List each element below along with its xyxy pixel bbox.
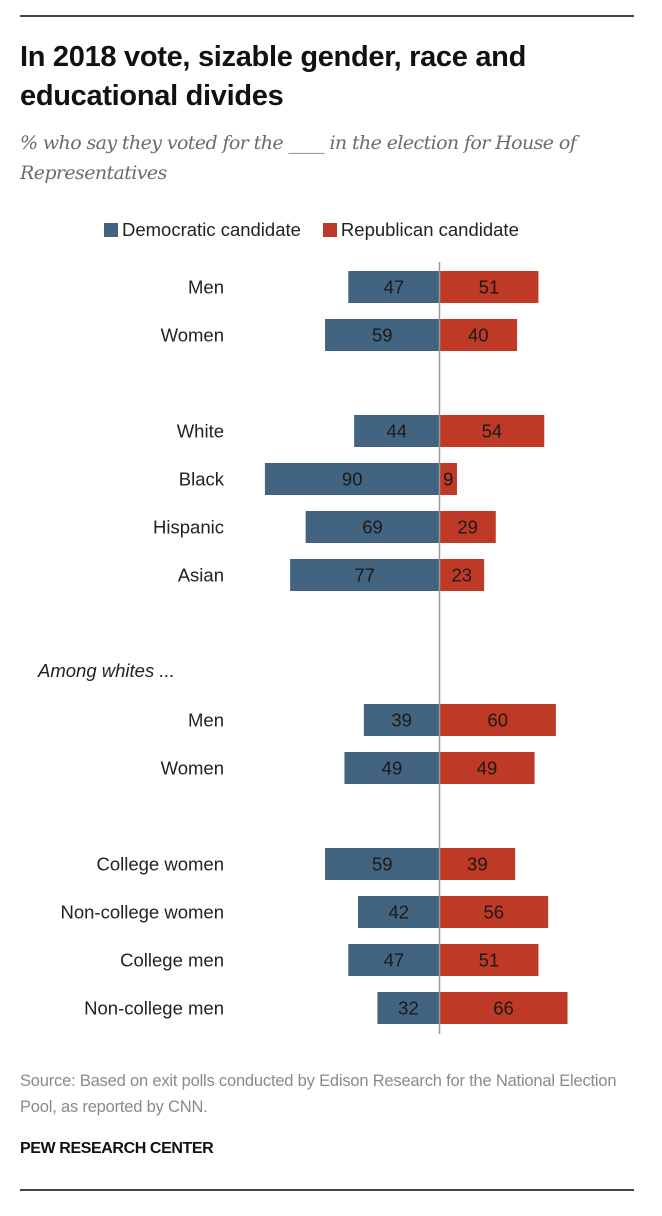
bar-republican [439, 752, 535, 784]
bar-republican [439, 896, 549, 928]
category-label: Non-college men [84, 998, 224, 1019]
chart-title: In 2018 vote, sizable gender, race and e… [20, 41, 526, 112]
legend-item-democratic: Democratic candidate [104, 219, 301, 241]
bar-democratic [348, 271, 440, 303]
bar-democratic [358, 896, 440, 928]
value-label-democratic: 42 [388, 902, 409, 923]
value-label-democratic: 47 [384, 277, 405, 298]
category-label: Men [188, 710, 224, 731]
legend-item-republican: Republican candidate [322, 219, 519, 241]
bar-republican [439, 271, 539, 303]
value-label-republican: 39 [467, 854, 488, 875]
bar-republican [439, 319, 518, 351]
legend: Democratic candidate Republican candidat… [104, 219, 541, 241]
category-label: College men [120, 950, 224, 971]
chart-subtitle: % who say they voted for the ____ in the… [20, 132, 577, 184]
legend-swatch-republican [322, 223, 337, 237]
category-label: Asian [178, 565, 224, 586]
category-label: Hispanic [153, 517, 224, 538]
value-label-republican: 9 [443, 469, 453, 490]
value-label-democratic: 77 [355, 565, 376, 586]
category-label: Women [161, 758, 224, 779]
bar-democratic [264, 463, 440, 495]
value-label-republican: 51 [479, 277, 500, 298]
value-label-republican: 51 [479, 950, 500, 971]
value-label-republican: 23 [452, 565, 473, 586]
legend-label-democratic: Democratic candidate [122, 219, 301, 240]
value-label-republican: 66 [493, 998, 514, 1019]
bar-democratic [377, 992, 440, 1024]
value-label-democratic: 32 [398, 998, 419, 1019]
bar-republican [439, 944, 539, 976]
category-label: College women [96, 854, 224, 875]
value-label-republican: 49 [477, 758, 498, 779]
bottom-rule [20, 1189, 634, 1191]
bar-democratic [290, 559, 440, 591]
category-label: Women [161, 325, 224, 346]
category-label: White [177, 421, 224, 442]
value-label-democratic: 39 [391, 710, 412, 731]
value-label-democratic: 90 [342, 469, 363, 490]
legend-swatch-democratic [104, 223, 118, 237]
category-label: Non-college women [60, 902, 224, 923]
bar-democratic [325, 848, 440, 880]
bar-republican [439, 415, 545, 447]
source-note: Source: Based on exit polls conducted by… [20, 1072, 617, 1116]
value-label-democratic: 47 [384, 950, 405, 971]
bar-democratic [325, 319, 440, 351]
bar-republican [439, 559, 485, 591]
value-label-democratic: 59 [372, 325, 393, 346]
bar-democratic [348, 944, 440, 976]
top-rule [20, 15, 634, 17]
value-label-republican: 40 [468, 325, 489, 346]
value-label-republican: 29 [457, 517, 478, 538]
bar-democratic [305, 511, 440, 543]
value-label-democratic: 49 [382, 758, 403, 779]
group-label: Among whites ... [37, 660, 175, 681]
brand-label: PEW RESEARCH CENTER [20, 1140, 214, 1157]
bar-republican [439, 463, 457, 495]
value-label-democratic: 59 [372, 854, 393, 875]
value-label-democratic: 44 [387, 421, 408, 442]
category-label: Black [179, 469, 225, 490]
category-label: Men [188, 277, 224, 298]
value-label-republican: 56 [484, 902, 505, 923]
value-label-republican: 54 [482, 421, 503, 442]
value-label-republican: 60 [487, 710, 508, 731]
legend-label-republican: Republican candidate [340, 219, 519, 240]
bar-democratic [354, 415, 440, 447]
bar-republican [439, 704, 556, 736]
value-label-democratic: 69 [362, 517, 383, 538]
bar-democratic [363, 704, 440, 736]
bar-republican [439, 848, 516, 880]
bar-republican [439, 511, 496, 543]
bar-democratic [344, 752, 440, 784]
bar-republican [439, 992, 568, 1024]
